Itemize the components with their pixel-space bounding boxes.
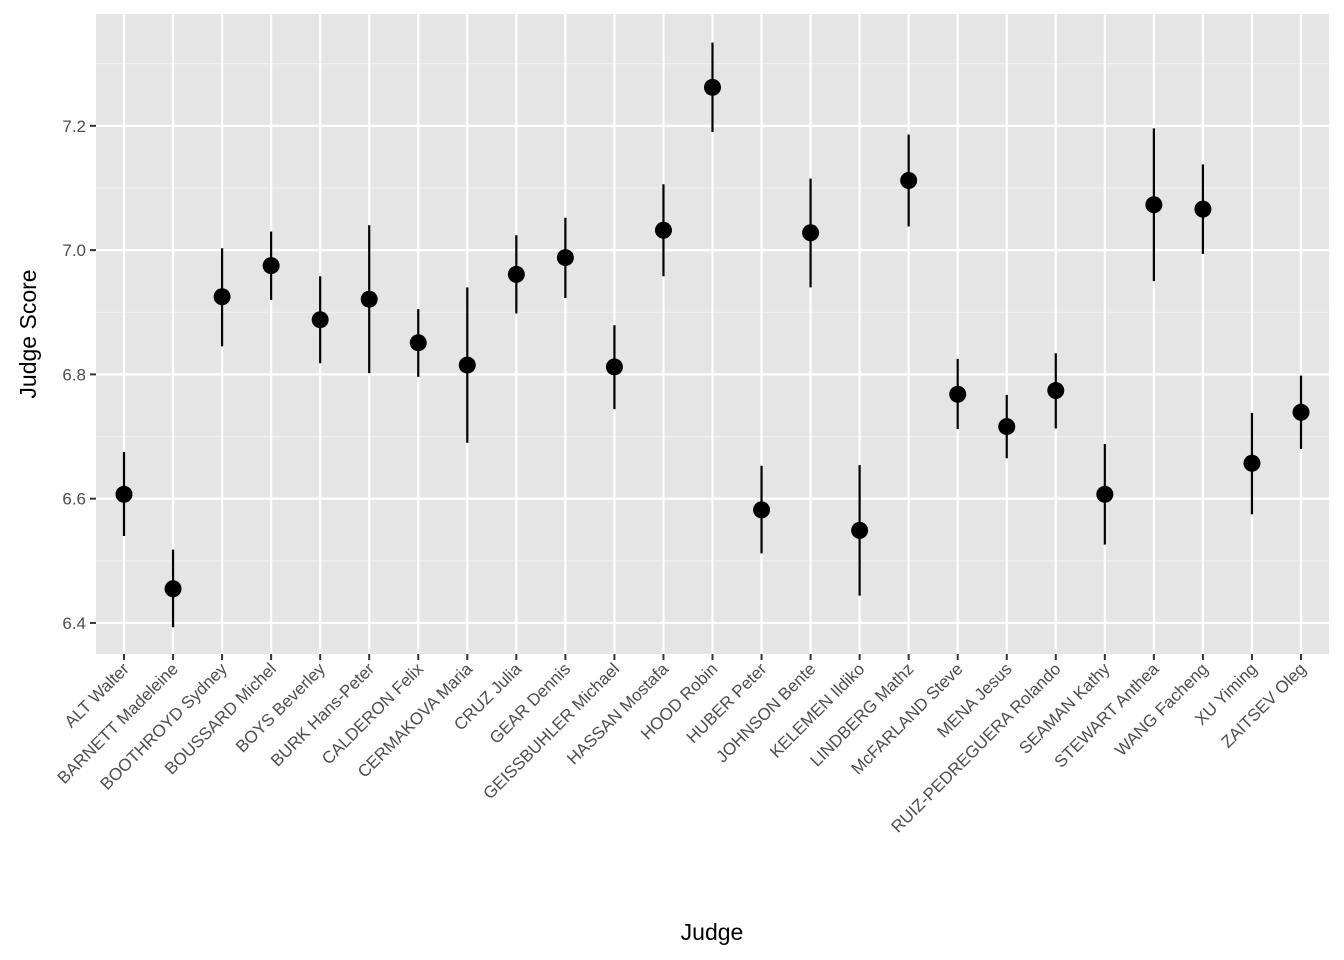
data-point [802, 224, 820, 242]
data-point [164, 580, 182, 598]
y-axis-title: Judge Score [15, 269, 41, 398]
data-point [605, 358, 623, 376]
data-point [1243, 454, 1261, 472]
data-point [753, 501, 771, 519]
y-axis-ticks: 6.4 6.6 6.8 7.0 7.2 [62, 117, 96, 633]
data-point [115, 485, 133, 503]
data-point [704, 78, 721, 96]
data-point [949, 385, 967, 403]
data-point [998, 418, 1016, 436]
data-point [262, 257, 280, 275]
data-point [900, 172, 918, 190]
data-point [409, 334, 427, 352]
data-point [851, 521, 869, 539]
data-point [1145, 196, 1163, 214]
x-axis-title: Judge [681, 919, 744, 945]
data-point [458, 356, 476, 374]
y-tick-label: 7.0 [62, 241, 86, 260]
data-point [1194, 200, 1212, 218]
data-point [1292, 403, 1310, 421]
data-point [1096, 485, 1114, 503]
data-point [1047, 382, 1065, 400]
x-tick-label: ZAITSEV Oleg [1218, 659, 1310, 751]
data-points [115, 78, 1310, 598]
data-point [654, 221, 672, 239]
data-point [311, 311, 329, 329]
data-point [507, 265, 525, 283]
y-tick-label: 6.4 [62, 614, 86, 633]
y-tick-label: 7.2 [62, 117, 86, 136]
y-tick-label: 6.8 [62, 365, 86, 384]
y-tick-label: 6.6 [62, 490, 86, 509]
data-point [556, 249, 574, 267]
data-point [213, 288, 231, 306]
data-point [360, 290, 378, 308]
x-tick-label: BOYS Beverley [232, 659, 329, 756]
